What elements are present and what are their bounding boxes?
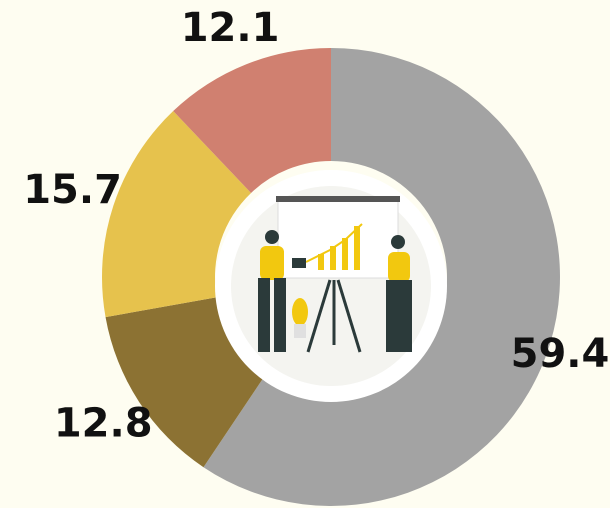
labels: 59.4 12.8 15.7 12.1: [23, 5, 609, 447]
data-label: 15.7: [23, 167, 122, 213]
data-label: 12.1: [181, 5, 280, 51]
donut-segment: [173, 48, 331, 193]
data-label: 12.8: [54, 401, 153, 447]
donut-segment: [105, 297, 267, 468]
donut-segment: [101, 111, 252, 318]
center-illustration: [215, 170, 447, 402]
data-label: 59.4: [511, 331, 610, 377]
